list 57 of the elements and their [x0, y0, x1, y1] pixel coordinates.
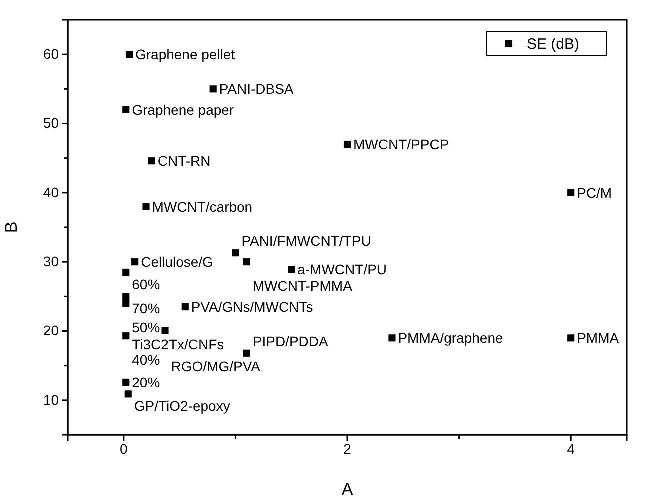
point [142, 203, 150, 210]
annotation: 20% [132, 374, 160, 390]
annotation: MWCNT/PPCP [354, 136, 450, 152]
point [232, 250, 240, 257]
annotation: MWCNT/carbon [152, 198, 253, 215]
y-tick-label: 60 [43, 46, 60, 62]
annotation: Cellulose/G [141, 254, 214, 270]
x-tick-label: 2 [344, 440, 352, 457]
point [122, 300, 130, 308]
point [568, 334, 575, 342]
y-tick-label: 30 [43, 254, 60, 270]
point [162, 327, 169, 334]
point [122, 378, 130, 386]
y-tick-label: 50 [43, 115, 60, 132]
annotation: PC/M [577, 184, 612, 201]
annotation: Ti3C2Tx/CNFs [132, 336, 224, 353]
point [122, 332, 130, 340]
point [122, 293, 130, 300]
point [568, 189, 575, 196]
point [388, 334, 396, 342]
point [210, 86, 217, 93]
y-tick-label: 40 [43, 184, 60, 200]
point [243, 350, 250, 357]
annotation: PMMA [577, 330, 620, 346]
annotation: PVA/GNs/MWCNTs [191, 299, 314, 316]
point [344, 140, 352, 148]
point [148, 158, 156, 165]
x-tick-label: 4 [567, 440, 576, 457]
annotation: PANI-DBSA [219, 81, 294, 98]
annotation: MWCNT-PMMA [252, 278, 354, 294]
y-axis-title: B [2, 222, 21, 234]
point [243, 258, 250, 266]
annotation: RGO/MG/PVA [171, 358, 262, 375]
point [122, 106, 130, 114]
point [124, 390, 132, 398]
annotation: 60% [132, 276, 160, 292]
annotation: PANI/FMWCNT/TPU [242, 233, 372, 250]
point [122, 268, 130, 276]
annotation: Graphene pellet [135, 46, 236, 63]
point [132, 258, 139, 266]
annotation: 40% [132, 352, 160, 368]
annotation: 70% [132, 300, 160, 317]
x-axis-title: A [342, 480, 354, 499]
annotation: a-MWCNT/PU [298, 262, 388, 278]
point [126, 51, 134, 58]
point [288, 266, 296, 274]
legend-label: SE (dB) [527, 36, 580, 53]
annotation: PMMA/graphene [398, 330, 504, 346]
x-tick-label: 0 [120, 440, 128, 457]
y-tick-label: 20 [43, 322, 60, 339]
annotation: GP/TiO2-epoxy [134, 398, 230, 414]
y-tick-label: 10 [43, 392, 60, 408]
annotation: Graphene paper [132, 102, 234, 118]
annotation: PIPD/PDDA [252, 333, 330, 350]
point [182, 304, 189, 311]
annotation: CNT-RN [158, 153, 211, 170]
annotation: 50% [132, 320, 160, 336]
